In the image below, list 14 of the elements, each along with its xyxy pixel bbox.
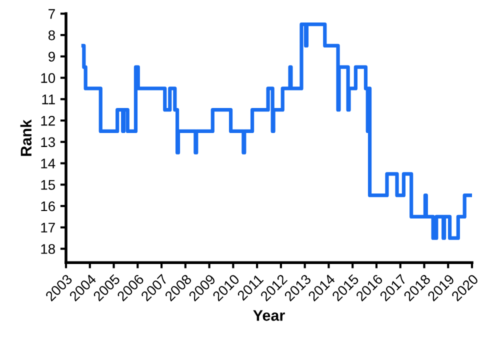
y-tick-label: 12 — [41, 116, 55, 126]
y-tick-label: 15 — [41, 180, 56, 190]
y-tick-label: 11 — [42, 94, 55, 104]
y-tick-label: 7 — [48, 9, 55, 19]
y-tick-label: 16 — [41, 201, 55, 212]
y-axis-title: Rank — [20, 119, 32, 156]
y-tick-label: 13 — [41, 137, 55, 148]
x-axis-title: Year — [253, 310, 285, 321]
y-tick-label: 8 — [48, 30, 55, 40]
y-tick-label: 10 — [41, 73, 56, 83]
y-tick-label: 17 — [41, 222, 55, 232]
y-tick-label: 9 — [48, 52, 55, 62]
y-tick-label: 14 — [41, 158, 56, 168]
y-tick-label: 18 — [41, 244, 55, 254]
